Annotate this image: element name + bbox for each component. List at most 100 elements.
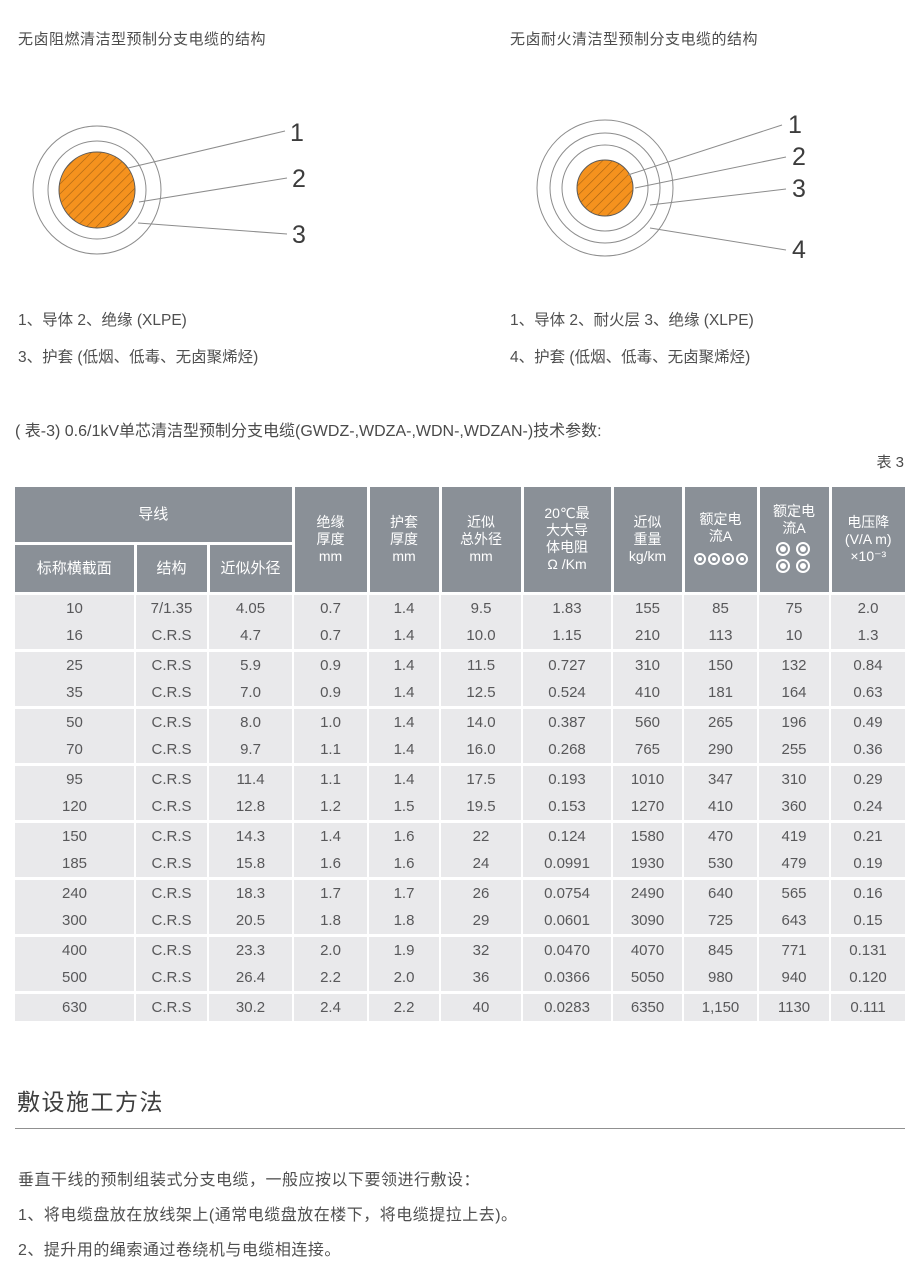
table-cell: 132: [757, 648, 831, 679]
circle-dot-icon: [796, 559, 811, 574]
section-divider: [15, 1128, 905, 1129]
table-cell: C.R.S: [134, 933, 208, 964]
table-cell: C.R.S: [134, 906, 208, 935]
table-row: 500 C.R.S 26.4 2.2 2.0 36 0.0366 5050 980 940 0.12…: [15, 963, 906, 992]
table-cell: 0.36: [829, 735, 906, 764]
table-cell: 23.3: [206, 933, 294, 964]
table-cell: 11.4: [206, 762, 294, 793]
table-cell: 35: [15, 678, 135, 707]
table-cell: 640: [682, 876, 759, 907]
table-cell: 2.0: [292, 933, 369, 964]
table-cell: 0.124: [521, 819, 613, 850]
table-cell: 0.29: [829, 762, 906, 793]
table-cell: 0.21: [829, 819, 906, 850]
table-cell: 400: [15, 933, 135, 964]
table-cell: 310: [611, 648, 684, 679]
callout-number: 1: [290, 119, 304, 147]
circle-dot-icon: [796, 542, 811, 557]
table-cell: 0.0754: [521, 876, 613, 907]
table-cell: 32: [439, 933, 523, 964]
installation-instructions: 垂直干线的预制组装式分支电缆，一般应按以下要领进行敷设： 1、将电缆盘放在放线架…: [18, 1166, 518, 1271]
table-cell: 150: [682, 648, 759, 679]
table-cell: C.R.S: [134, 705, 208, 736]
table-cell: 1.4: [367, 678, 441, 707]
table-cell: 2.2: [292, 963, 369, 992]
table-row: 300 C.R.S 20.5 1.8 1.8 29 0.0601 3090 725 643 0.15: [15, 906, 906, 935]
table-cell: 940: [757, 963, 831, 992]
table-cell: 290: [682, 735, 759, 764]
table-cell: 2490: [611, 876, 684, 907]
legend-line: 3、护套 (低烟、低毒、无卤聚烯烃): [18, 349, 259, 366]
table-cell: 30.2: [206, 990, 294, 1021]
callout-number: 1: [788, 111, 802, 139]
table-cell: C.R.S: [134, 735, 208, 764]
circle-dot-icon: [776, 559, 791, 574]
table-cell: 10: [757, 621, 831, 650]
table-cell: 7/1.35: [134, 591, 208, 622]
table-cell: 12.8: [206, 792, 294, 821]
table-cell: 419: [757, 819, 831, 850]
table-cell: 181: [682, 678, 759, 707]
table-cell: 70: [15, 735, 135, 764]
table-cell: 20.5: [206, 906, 294, 935]
table-cell: 36: [439, 963, 523, 992]
table-cell: 980: [682, 963, 759, 992]
legend-line: 4、护套 (低烟、低毒、无卤聚烯烃): [510, 349, 751, 366]
table-cell: 347: [682, 762, 759, 793]
table-cell: 0.16: [829, 876, 906, 907]
table-cell: 1.4: [367, 705, 441, 736]
table-cell: 0.84: [829, 648, 906, 679]
table-cell: 9.5: [439, 591, 523, 622]
table-caption: ( 表-3) 0.6/1kV单芯清洁型预制分支电缆(GWDZ-,WDZA-,WD…: [15, 423, 602, 440]
table-cell: 50: [15, 705, 135, 736]
table-cell: 0.49: [829, 705, 906, 736]
table-cell: 164: [757, 678, 831, 707]
table-cell: 0.19: [829, 849, 906, 878]
table-cell: 4.05: [206, 591, 294, 622]
leader-line: [634, 156, 787, 189]
table-cell: 410: [682, 792, 759, 821]
table-cell: 5.9: [206, 648, 294, 679]
table-cell: 12.5: [439, 678, 523, 707]
table-row: 70 C.R.S 9.7 1.1 1.4 16.0 0.268 765 290 255 0.36: [15, 735, 906, 764]
table-cell: 0.9: [292, 648, 369, 679]
table-cell: 18.3: [206, 876, 294, 907]
table-cell: 0.0991: [521, 849, 613, 878]
table-cell: 17.5: [439, 762, 523, 793]
leader-line: [649, 227, 787, 251]
table-cell: 0.7: [292, 621, 369, 650]
table-cell: 24: [439, 849, 523, 878]
table-cell: 150: [15, 819, 135, 850]
table-cell: 2.0: [829, 591, 906, 622]
table-cell: 85: [682, 591, 759, 622]
table-cell: C.R.S: [134, 648, 208, 679]
table-cell: 0.0366: [521, 963, 613, 992]
table-cell: 1930: [611, 849, 684, 878]
table-cell: 565: [757, 876, 831, 907]
table-cell: 1.6: [367, 819, 441, 850]
table-cell: 0.153: [521, 792, 613, 821]
callout-number: 2: [792, 143, 806, 171]
header-conductor-group: 导线: [15, 487, 294, 545]
table-cell: 120: [15, 792, 135, 821]
header-sheath-thickness: 护套 厚度 mm: [366, 487, 441, 593]
table-cell: 360: [757, 792, 831, 821]
table-cell: 1.4: [367, 591, 441, 622]
table-row: 630 C.R.S 30.2 2.4 2.2 40 0.0283 6350 1,150 1130 0…: [15, 990, 906, 1021]
table-cell: 1.4: [292, 819, 369, 850]
legend-line: 1、导体 2、绝缘 (XLPE): [18, 312, 187, 329]
table-cell: 300: [15, 906, 135, 935]
table-cell: C.R.S: [134, 990, 208, 1021]
table-cell: 1.6: [292, 849, 369, 878]
left-diagram-title: 无卤阻燃清洁型预制分支电缆的结构: [18, 31, 267, 48]
table-row: 120 C.R.S 12.8 1.2 1.5 19.5 0.153 1270 410 360 0.2…: [15, 792, 906, 821]
table-cell: 1.15: [521, 621, 613, 650]
table-cell: 560: [611, 705, 684, 736]
table-cell: 500: [15, 963, 135, 992]
table-cell: 2.2: [367, 990, 441, 1021]
table-cell: 0.268: [521, 735, 613, 764]
table-cell: 4.7: [206, 621, 294, 650]
table-cell: 22: [439, 819, 523, 850]
table-cell: 1.4: [367, 735, 441, 764]
